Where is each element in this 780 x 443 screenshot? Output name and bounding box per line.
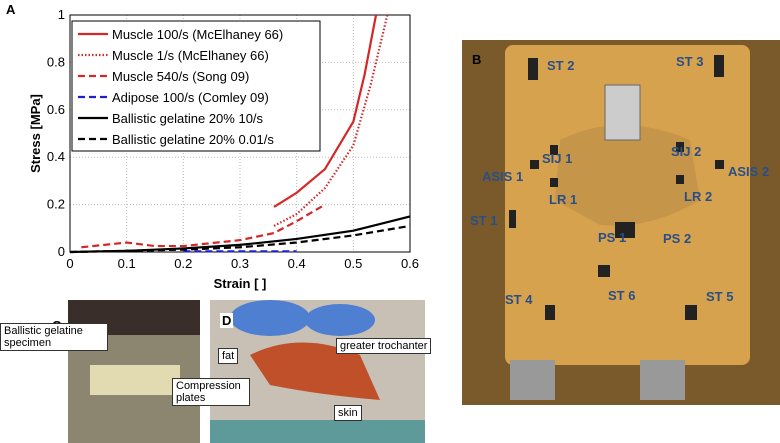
- annotation: Ballistic gelatine specimen: [0, 323, 108, 351]
- specimen: [90, 365, 180, 395]
- glove: [305, 304, 375, 336]
- glove: [230, 300, 310, 336]
- x-tick-label: 0.4: [288, 256, 306, 271]
- panel-label: B: [472, 52, 482, 67]
- marker-label: ST 1: [470, 213, 498, 228]
- support: [510, 360, 555, 400]
- pelvis: [555, 125, 700, 226]
- y-tick-label: 1: [58, 7, 65, 22]
- data-line: [273, 14, 378, 208]
- legend-label: Muscle 1/s (McElhaney 66): [112, 48, 269, 63]
- data-line: [69, 224, 411, 254]
- marker-label: LR 1: [549, 192, 578, 207]
- marker-label: ST 3: [676, 54, 704, 69]
- legend-label: Muscle 540/s (Song 09): [112, 69, 249, 84]
- marker-label: ST 4: [505, 292, 533, 307]
- y-tick-label: 0.4: [47, 149, 65, 164]
- annotation: Compression plates: [172, 378, 250, 406]
- marker-label: PS 1: [598, 230, 627, 245]
- legend-box: [71, 20, 321, 152]
- data-line: [81, 203, 326, 249]
- panel-label: A: [6, 2, 16, 17]
- x-tick-label: 0.6: [401, 256, 419, 271]
- marker-label: LR 2: [684, 189, 713, 204]
- markers: [509, 55, 724, 320]
- dissection: [250, 342, 380, 400]
- annotation: skin: [334, 405, 362, 421]
- y-tick-label: 0.6: [47, 102, 65, 117]
- marker-label: SIJ 1: [542, 151, 573, 166]
- y-tick-label: 0.8: [47, 54, 65, 69]
- marker-label: ST 6: [608, 288, 636, 303]
- legend-label: Ballistic gelatine 20% 0.01/s: [112, 132, 274, 147]
- panel-label: D: [220, 313, 234, 328]
- legend-label: Muscle 100/s (McElhaney 66): [112, 27, 283, 42]
- fixture: [604, 84, 641, 141]
- x-tick-label: 0.5: [344, 256, 362, 271]
- marker-label: ST 5: [706, 289, 734, 304]
- data-line: [273, 14, 389, 227]
- y-tick-label: 0: [58, 244, 65, 259]
- marker-label: ST 2: [547, 58, 575, 73]
- x-tick-label: 0: [66, 256, 73, 271]
- x-tick-label: 0.1: [118, 256, 136, 271]
- y-axis-label: Stress [MPa]: [28, 94, 43, 173]
- drape: [210, 420, 425, 443]
- marker-label: PS 2: [663, 231, 692, 246]
- x-tick-label: 0.2: [174, 256, 192, 271]
- support: [640, 360, 685, 400]
- legend-label: Adipose 100/s (Comley 09): [112, 90, 269, 105]
- annotation: fat: [218, 348, 239, 364]
- marker-label: SIJ 2: [671, 144, 702, 159]
- y-tick-label: 0.2: [47, 197, 65, 212]
- marker-label: ASIS 2: [728, 164, 770, 179]
- marker-label: ASIS 1: [482, 169, 524, 184]
- x-axis-label: Strain [ ]: [214, 276, 267, 291]
- annotation: greater trochanter: [336, 338, 432, 354]
- legend-label: Ballistic gelatine 20% 10/s: [112, 111, 264, 126]
- x-tick-label: 0.3: [231, 256, 249, 271]
